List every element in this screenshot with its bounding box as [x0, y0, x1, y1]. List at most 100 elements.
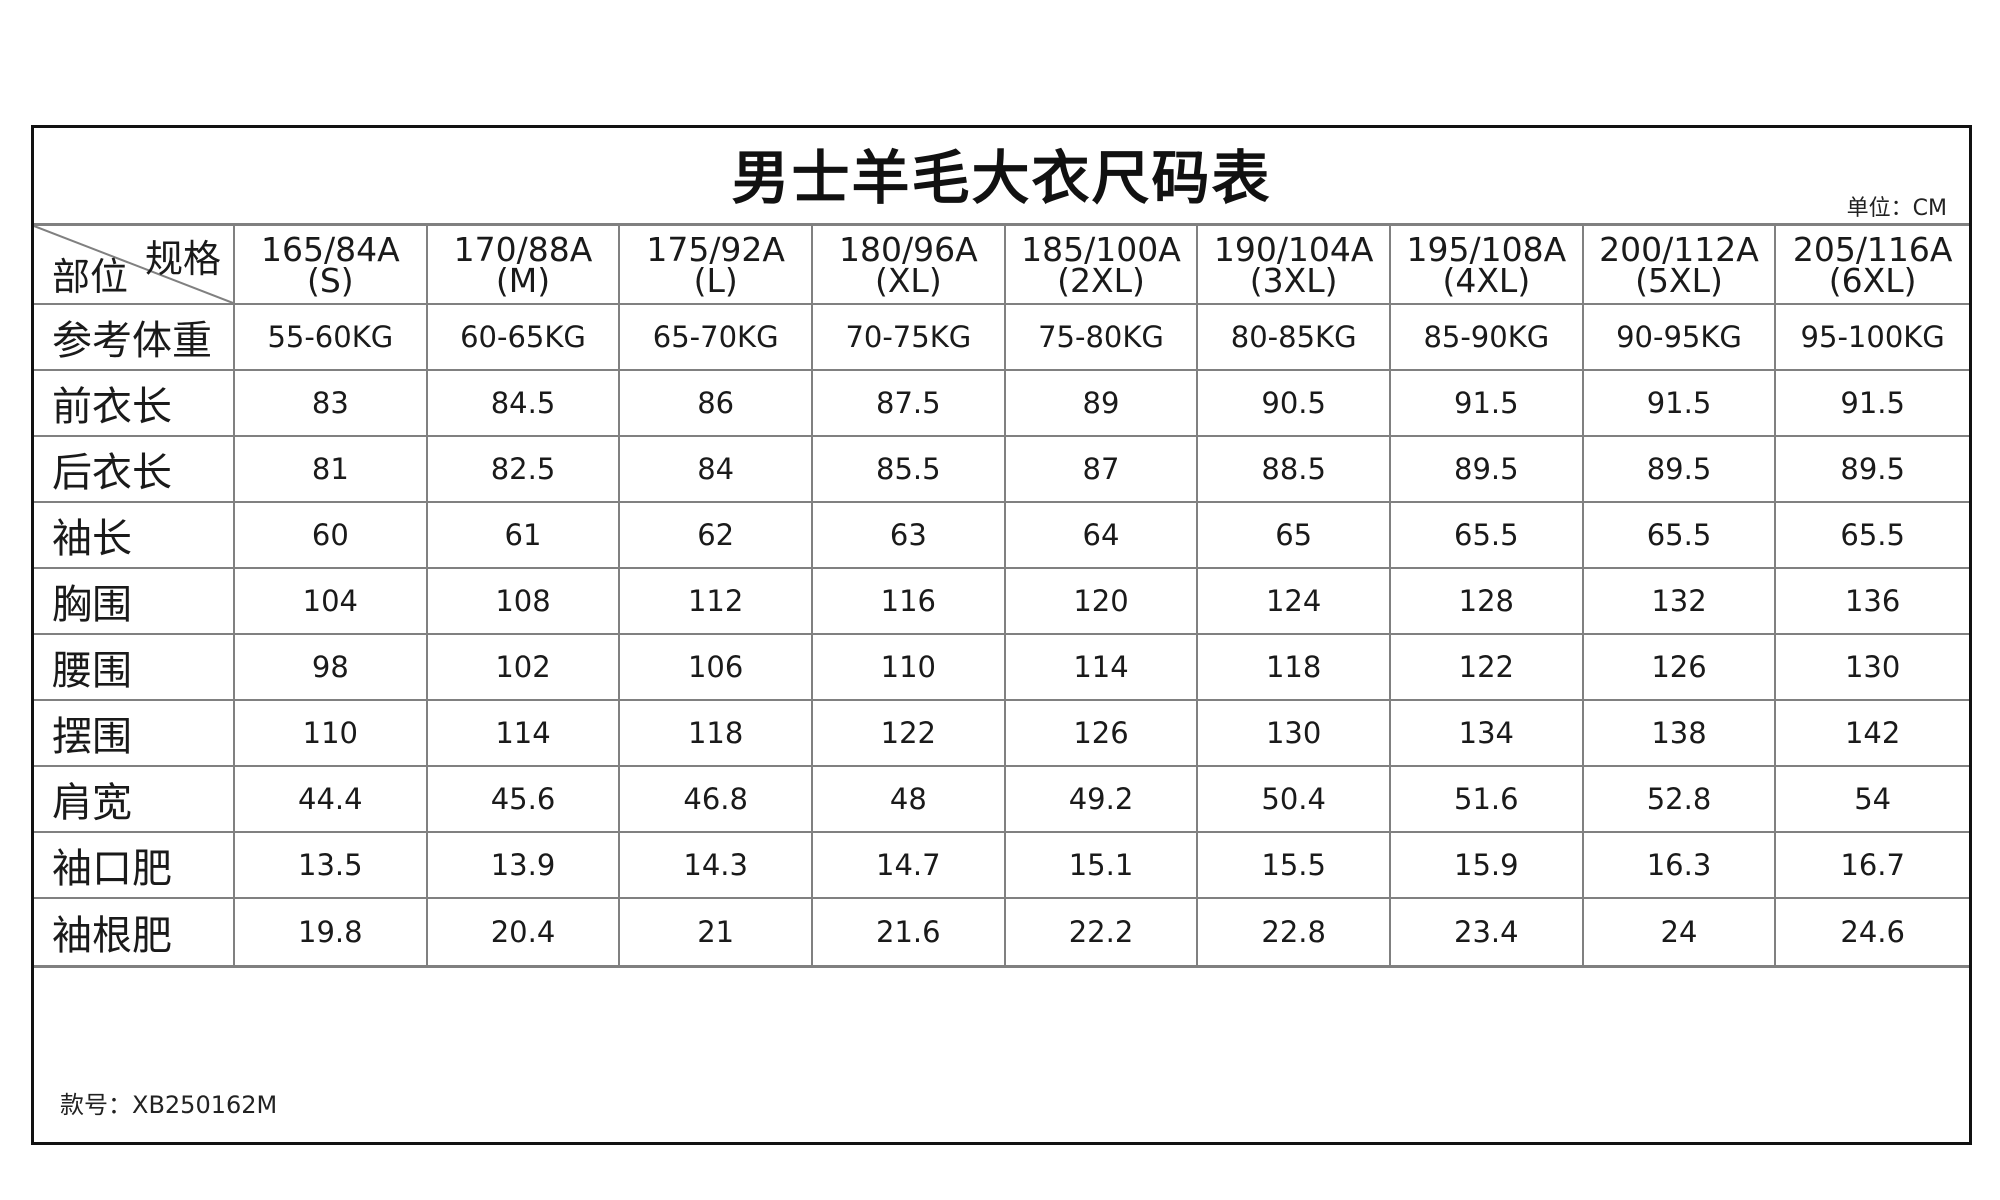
table-cell: 114 [427, 701, 621, 767]
table-cell: 128 [1391, 569, 1584, 635]
table-cell: 52.8 [1583, 767, 1777, 833]
size-spec: 175/92A [646, 229, 785, 269]
table-cell: 60-65KG [427, 305, 621, 371]
table-cell: 110 [813, 635, 1006, 701]
size-header: 205/116A (6XL) [1776, 226, 1969, 305]
table-cell: 60 [235, 503, 428, 569]
size-header: 165/84A (S) [235, 226, 428, 305]
table-cell: 23.4 [1391, 899, 1584, 965]
table-cell: 49.2 [1005, 767, 1199, 833]
table-cell: 44.4 [235, 767, 428, 833]
table-cell: 84 [620, 437, 813, 503]
size-spec: 185/100A [1021, 229, 1181, 269]
table-cell: 46.8 [620, 767, 813, 833]
row-label: 腰围 [34, 635, 235, 701]
size-spec: 170/88A [453, 229, 593, 269]
table-cell: 104 [235, 569, 428, 635]
row-label: 肩宽 [34, 767, 235, 833]
row-label: 后衣长 [34, 437, 235, 503]
size-spec: 205/116A [1792, 229, 1953, 269]
page-title: 男士羊毛大衣尺码表 [731, 144, 1272, 212]
size-spec: 195/108A [1406, 229, 1567, 269]
size-table: 规格 部位 165/84A (S) 170/88A (M) 175/92A (L) 180/96… [34, 223, 1969, 968]
table-cell: 14.7 [813, 833, 1006, 899]
table-cell: 110 [235, 701, 428, 767]
size-label: (5XL) [1635, 260, 1723, 300]
size-header: 170/88A (M) [427, 226, 621, 305]
table-cell: 50.4 [1198, 767, 1391, 833]
table-cell: 21 [620, 899, 813, 965]
size-spec: 200/112A [1599, 229, 1759, 269]
table-cell: 88.5 [1198, 437, 1391, 503]
size-label: (2XL) [1057, 260, 1145, 300]
table-cell: 65.5 [1391, 503, 1584, 569]
table-cell: 91.5 [1776, 371, 1969, 437]
table-cell: 120 [1005, 569, 1199, 635]
table-cell: 55-60KG [235, 305, 428, 371]
table-cell: 90-95KG [1583, 305, 1777, 371]
table-cell: 64 [1005, 503, 1199, 569]
table-cell: 122 [1391, 635, 1584, 701]
table-cell: 89.5 [1583, 437, 1777, 503]
size-spec: 180/96A [838, 229, 978, 269]
table-cell: 54 [1776, 767, 1969, 833]
table-cell: 75-80KG [1005, 305, 1199, 371]
table-cell: 65.5 [1583, 503, 1777, 569]
size-label: (M) [495, 260, 551, 300]
table-cell: 62 [620, 503, 813, 569]
table-cell: 112 [620, 569, 813, 635]
table-cell: 87 [1005, 437, 1199, 503]
table-cell: 51.6 [1391, 767, 1584, 833]
row-label: 前衣长 [34, 371, 235, 437]
table-cell: 82.5 [427, 437, 621, 503]
row-label: 袖根肥 [34, 899, 235, 965]
row-label: 摆围 [34, 701, 235, 767]
table-cell: 134 [1391, 701, 1584, 767]
table-cell: 142 [1776, 701, 1969, 767]
table-cell: 70-75KG [813, 305, 1006, 371]
table-cell: 89 [1005, 371, 1199, 437]
table-cell: 16.3 [1583, 833, 1777, 899]
table-cell: 91.5 [1583, 371, 1777, 437]
table-cell: 81 [235, 437, 428, 503]
table-cell: 126 [1583, 635, 1777, 701]
table-cell: 45.6 [427, 767, 621, 833]
table-cell: 15.9 [1391, 833, 1584, 899]
table-cell: 136 [1776, 569, 1969, 635]
table-cell: 65-70KG [620, 305, 813, 371]
table-cell: 22.2 [1006, 899, 1199, 965]
table-cell: 21.6 [813, 899, 1006, 965]
table-cell: 85-90KG [1391, 305, 1584, 371]
style-number: 款号：XB250162M [60, 1091, 278, 1119]
table-cell: 98 [235, 635, 428, 701]
table-cell: 116 [813, 569, 1006, 635]
header-corner: 规格 部位 [34, 226, 235, 305]
table-cell: 63 [813, 503, 1006, 569]
size-header: 200/112A (5XL) [1583, 226, 1777, 305]
table-cell: 24 [1584, 899, 1777, 965]
table-cell: 124 [1198, 569, 1391, 635]
table-cell: 16.7 [1776, 833, 1969, 899]
table-cell: 114 [1005, 635, 1199, 701]
corner-part-label: 部位 [52, 255, 129, 299]
diagonal-divider [34, 226, 233, 303]
table-cell: 13.5 [235, 833, 428, 899]
table-cell: 14.3 [620, 833, 813, 899]
table-cell: 130 [1198, 701, 1391, 767]
row-label: 袖口肥 [34, 833, 235, 899]
table-cell: 87.5 [813, 371, 1006, 437]
row-label: 胸围 [34, 569, 235, 635]
table-cell: 108 [427, 569, 621, 635]
table-cell: 48 [813, 767, 1006, 833]
table-cell: 132 [1583, 569, 1777, 635]
table-cell: 118 [1198, 635, 1391, 701]
table-cell: 61 [427, 503, 621, 569]
size-label: (L) [693, 260, 738, 300]
table-cell: 13.9 [427, 833, 621, 899]
table-cell: 118 [620, 701, 813, 767]
table-cell: 89.5 [1776, 437, 1969, 503]
size-label: (XL) [874, 260, 942, 300]
row-label: 袖长 [34, 503, 235, 569]
table-cell: 95-100KG [1776, 305, 1969, 371]
table-cell: 89.5 [1391, 437, 1584, 503]
